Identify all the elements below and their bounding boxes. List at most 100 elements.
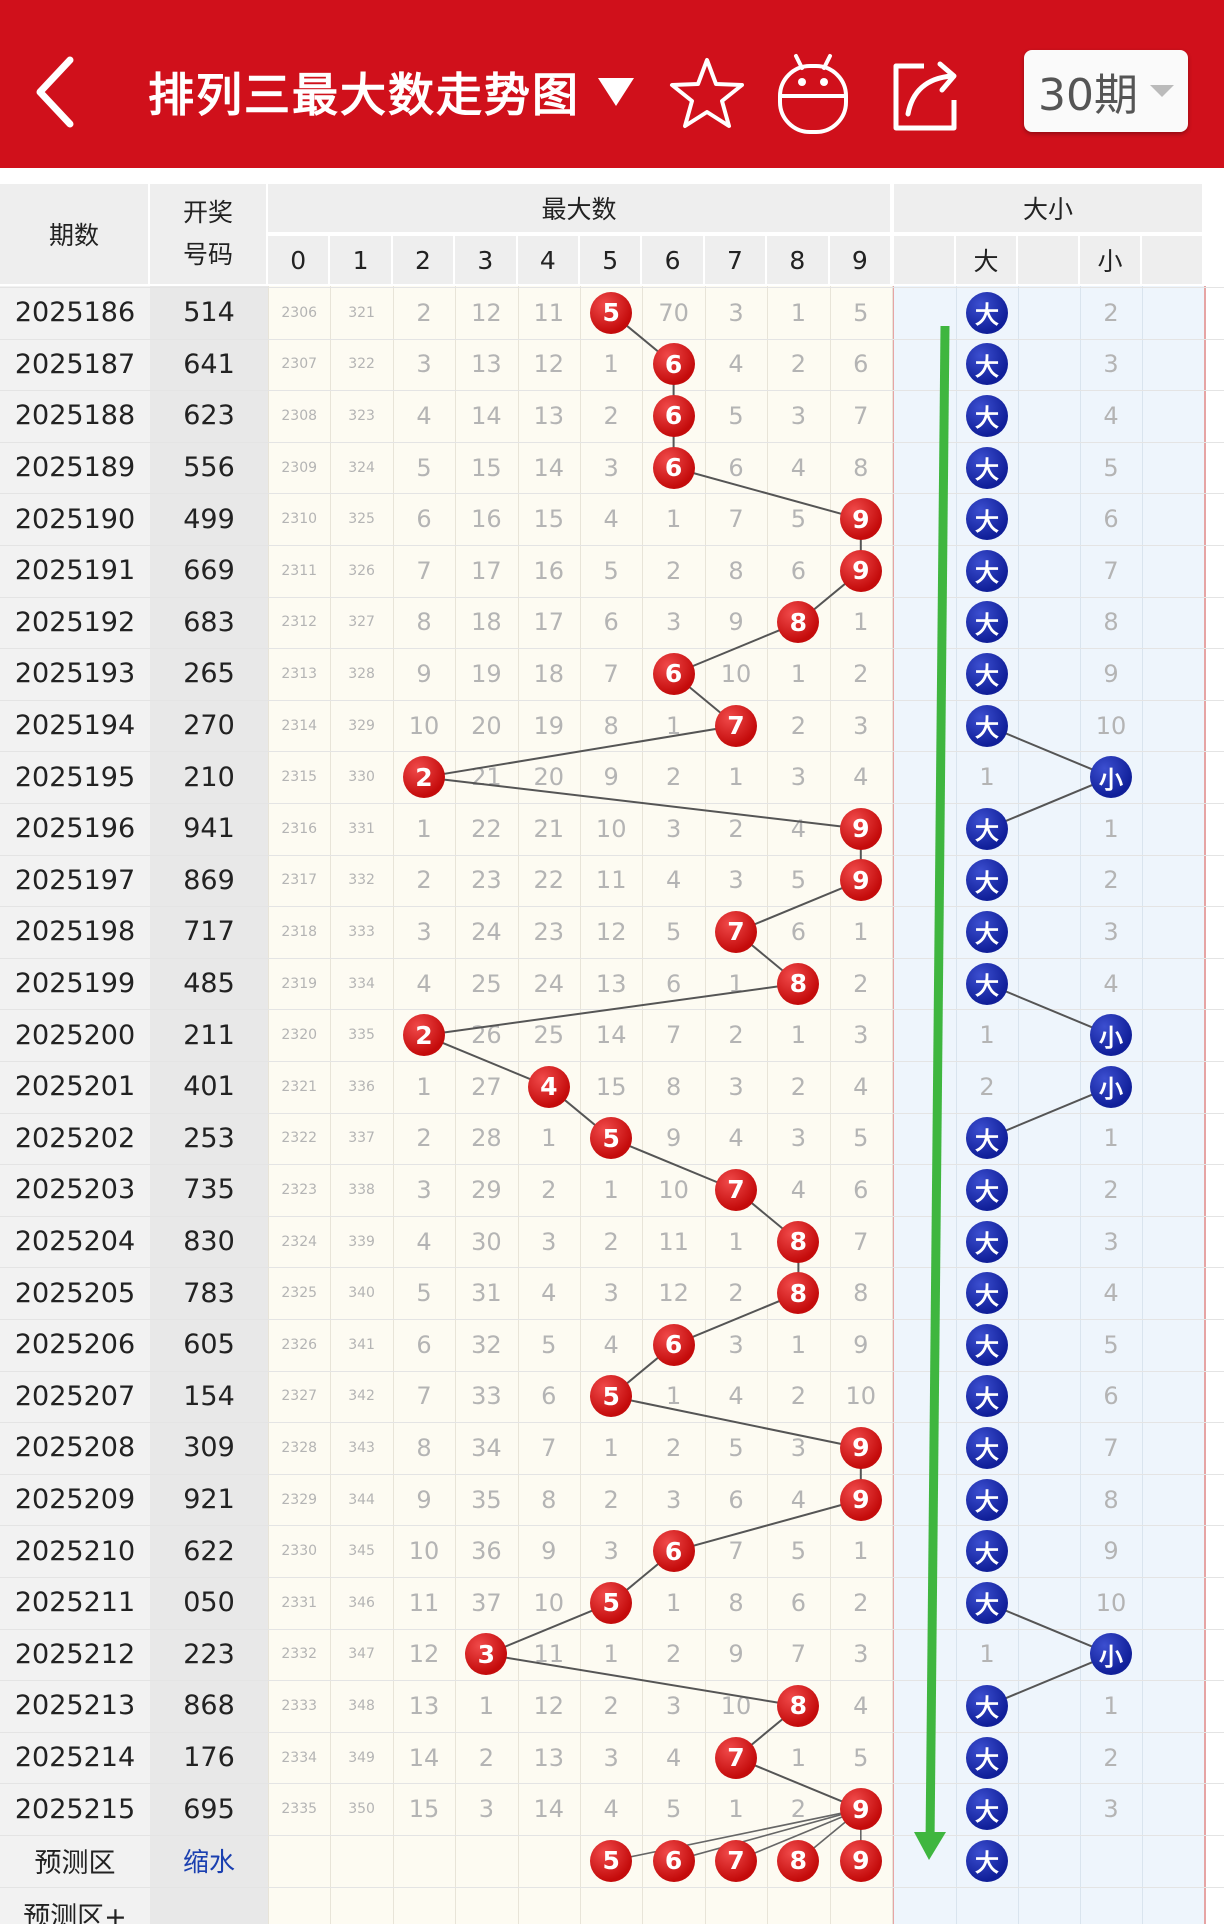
big-ball: 大: [966, 1478, 1008, 1521]
issue-number: 2025189: [14, 452, 136, 484]
row-divider: [0, 441, 1224, 443]
omission-value: 1: [790, 659, 807, 688]
omission-value: 2323: [281, 1181, 318, 1198]
size-omission: 4: [1103, 401, 1119, 430]
prediction-ball[interactable]: 5: [590, 1839, 633, 1882]
prediction-cell[interactable]: 6: [642, 1835, 704, 1887]
omission-value: 5: [665, 1795, 682, 1824]
omission-value: 2: [790, 1382, 807, 1411]
row-divider: [0, 1473, 1224, 1475]
prediction-label: 预测区: [34, 1848, 116, 1880]
max-trend-line: [423, 1034, 550, 1088]
share-icon[interactable]: [882, 48, 972, 138]
max-trend-line: [673, 1498, 862, 1553]
issue-number: 2025194: [14, 710, 136, 742]
row-divider: [0, 1319, 1224, 1320]
size-trend-line: [986, 982, 1112, 1037]
size-omission: 6: [1103, 505, 1119, 534]
period-select[interactable]: 30期: [1024, 50, 1188, 132]
omission-value: 8: [665, 1072, 682, 1101]
max-digit-cell: 6: [642, 1319, 704, 1371]
omission-value: 1: [665, 505, 682, 534]
issue-number: 2025207: [14, 1380, 136, 1412]
size-divider-right: [1204, 286, 1206, 1924]
omission-value: 6: [416, 1330, 432, 1359]
max-digit-ball: 2: [402, 1014, 445, 1057]
back-arrow-icon[interactable]: [26, 52, 82, 132]
omission-value: 3: [790, 763, 807, 792]
header-size-spacer-left: [894, 236, 956, 286]
omission-value: 2: [790, 1072, 807, 1101]
omission-value: 17: [533, 608, 565, 637]
omission-value: 2324: [281, 1233, 318, 1250]
omission-value: 4: [665, 866, 682, 895]
prediction-cell[interactable]: 7: [705, 1835, 767, 1887]
row-divider: [0, 338, 1224, 340]
omission-value: 4: [728, 1382, 744, 1411]
prediction-cell[interactable]: 8: [767, 1835, 829, 1887]
omission-value: 3: [728, 866, 744, 895]
big-ball: 大: [966, 1375, 1008, 1418]
prediction-cell[interactable]: 9: [830, 1835, 892, 1887]
prediction-cell[interactable]: 5: [580, 1835, 642, 1887]
prediction-plus-label[interactable]: 预测区+: [23, 1901, 127, 1924]
big-ball: 大: [966, 446, 1008, 489]
max-trend-line: [423, 724, 737, 779]
shrink-link[interactable]: 缩水: [182, 1848, 235, 1879]
omission-value: 4: [728, 350, 744, 379]
trend-chart-grid: 期数 开奖 号码 最大数 0 1 2 3 4 5 6 7 8 9 大小大小 2025186 514 2306 321…: [0, 184, 1224, 1924]
max-digit-cell: 6: [642, 1525, 704, 1577]
issue-number: 2025210: [14, 1535, 136, 1567]
issue-number: 2025198: [14, 916, 136, 948]
omission-value: 11: [408, 1588, 440, 1617]
omission-value: 11: [595, 866, 627, 895]
omission-value: 5: [853, 1743, 869, 1772]
max-digit-ball: 8: [777, 1684, 820, 1727]
draw-number: 735: [183, 1174, 235, 1206]
omission-value: 4: [853, 1691, 869, 1720]
omission-value: 9: [728, 608, 744, 637]
max-digit-ball: 6: [652, 343, 695, 386]
trend-lines: [423, 312, 1112, 1862]
header-draw: 开奖 号码: [150, 184, 268, 286]
omission-value: 2311: [281, 562, 318, 579]
omission-value: 4: [728, 1124, 744, 1153]
header-draw-line1: 开奖: [182, 198, 233, 227]
omission-value: 341: [348, 1336, 375, 1353]
header-big: 大: [956, 236, 1018, 286]
big-ball: 大: [966, 704, 1008, 747]
prediction-ball[interactable]: 9: [839, 1839, 882, 1882]
omission-value: 31: [471, 1279, 502, 1308]
omission-value: 2327: [281, 1388, 318, 1405]
draw-number: 223: [183, 1638, 235, 1670]
size-cell: 大: [956, 1577, 1018, 1629]
draw-number: 265: [183, 658, 235, 690]
omission-value: 3: [665, 814, 682, 843]
omission-value: 17: [471, 556, 502, 585]
max-digit-ball: 8: [777, 1220, 820, 1263]
max-trend-line: [735, 879, 862, 933]
size-omission: 7: [1103, 1433, 1119, 1462]
prediction-ball[interactable]: 8: [777, 1839, 820, 1882]
app-header: 排列三最大数走势图 30期: [0, 0, 1224, 168]
size-cell: 大: [956, 493, 1018, 545]
prediction-ball[interactable]: 6: [652, 1839, 695, 1882]
row-divider: [0, 1577, 1224, 1578]
chart-title-dropdown[interactable]: 排列三最大数走势图: [148, 60, 634, 124]
omission-value: 1: [603, 1433, 619, 1462]
omission-value: 11: [658, 1227, 689, 1256]
size-trend-line: [986, 776, 1112, 830]
digit-col-line: [330, 286, 332, 1924]
omission-value: 6: [790, 556, 807, 585]
omission-value: 5: [853, 298, 869, 327]
omission-value: 342: [348, 1388, 375, 1405]
robot-icon[interactable]: [768, 48, 858, 138]
big-ball: 大: [966, 859, 1008, 902]
omission-value: 2: [728, 814, 744, 843]
star-icon[interactable]: [662, 48, 752, 138]
draw-number: 270: [183, 710, 235, 742]
prediction-ball[interactable]: 7: [714, 1839, 757, 1882]
omission-value: 3: [541, 1227, 557, 1256]
size-omission: 9: [1103, 659, 1119, 688]
omission-value: 1: [728, 763, 744, 792]
